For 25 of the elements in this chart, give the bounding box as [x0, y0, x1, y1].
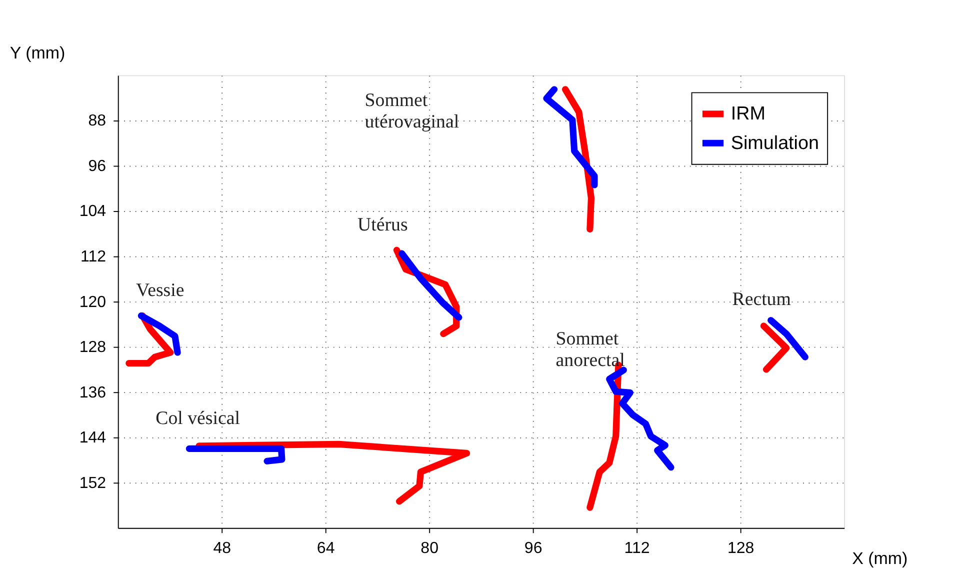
y-tick-label: 88 — [88, 112, 106, 130]
y-tick-label: 96 — [88, 156, 106, 175]
y-tick-label: 120 — [79, 292, 106, 311]
annotation: Rectum — [732, 288, 792, 310]
y-tick-label: 104 — [79, 202, 106, 220]
y-tick-label: 128 — [79, 338, 106, 356]
y-tick-label: 144 — [79, 428, 106, 447]
y-tick-label: 112 — [80, 247, 106, 266]
legend-label: IRM — [730, 102, 766, 124]
annotation: Sommet utérovaginal — [364, 90, 460, 132]
y-tick-label: 152 — [79, 474, 106, 492]
legend-label: Simulation — [730, 132, 819, 153]
x-tick-label: 64 — [316, 538, 335, 557]
annotation: Utérus — [358, 214, 408, 236]
y-tick-label: 136 — [79, 383, 106, 402]
x-tick-label: 112 — [624, 538, 650, 557]
x-tick-label: 80 — [420, 538, 439, 557]
x-tick-label: 48 — [213, 538, 232, 557]
annotation: Vessie — [136, 280, 184, 301]
y-axis-title: Y (mm) — [10, 44, 66, 63]
x-tick-label: 96 — [524, 538, 542, 557]
x-axis-title: X (mm) — [852, 549, 908, 568]
x-tick-label: 128 — [727, 538, 754, 557]
annotation: Col vésical — [156, 408, 240, 430]
annotation: Sommet anorectal — [556, 328, 625, 372]
